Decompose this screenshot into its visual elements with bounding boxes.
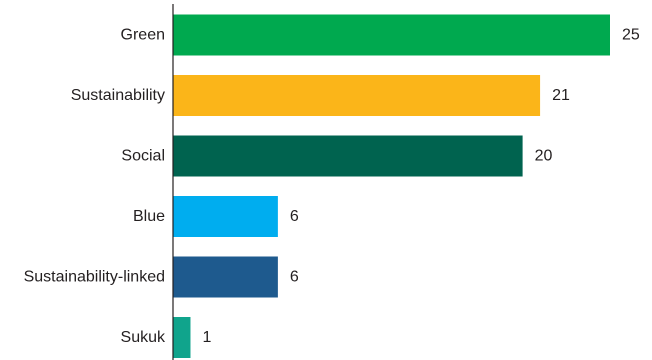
value-label-sukuk: 1 bbox=[202, 329, 211, 346]
category-label-sustainability-linked: Sustainability-linked bbox=[24, 269, 165, 286]
value-label-sustainability-linked: 6 bbox=[290, 269, 299, 286]
bar-sustainability bbox=[173, 75, 541, 116]
category-label-social: Social bbox=[121, 148, 165, 165]
bar-sukuk bbox=[173, 317, 191, 358]
bar-blue bbox=[173, 196, 278, 237]
value-label-sustainability: 21 bbox=[552, 87, 570, 104]
value-label-social: 20 bbox=[535, 148, 553, 165]
category-label-green: Green bbox=[121, 27, 165, 44]
value-label-blue: 6 bbox=[290, 208, 299, 225]
category-label-sustainability: Sustainability bbox=[71, 87, 165, 104]
category-label-blue: Blue bbox=[133, 208, 165, 225]
value-label-green: 25 bbox=[622, 27, 640, 44]
bar-social bbox=[173, 135, 523, 177]
bar-sustainability-linked bbox=[173, 256, 278, 298]
value-labels-group: 25 21 20 6 6 1 bbox=[202, 27, 639, 347]
category-labels-group: Green Sustainability Social Blue Sustainabil… bbox=[24, 27, 166, 347]
bars-group bbox=[173, 14, 610, 358]
category-label-sukuk: Sukuk bbox=[121, 329, 166, 346]
bar-green bbox=[173, 14, 610, 56]
